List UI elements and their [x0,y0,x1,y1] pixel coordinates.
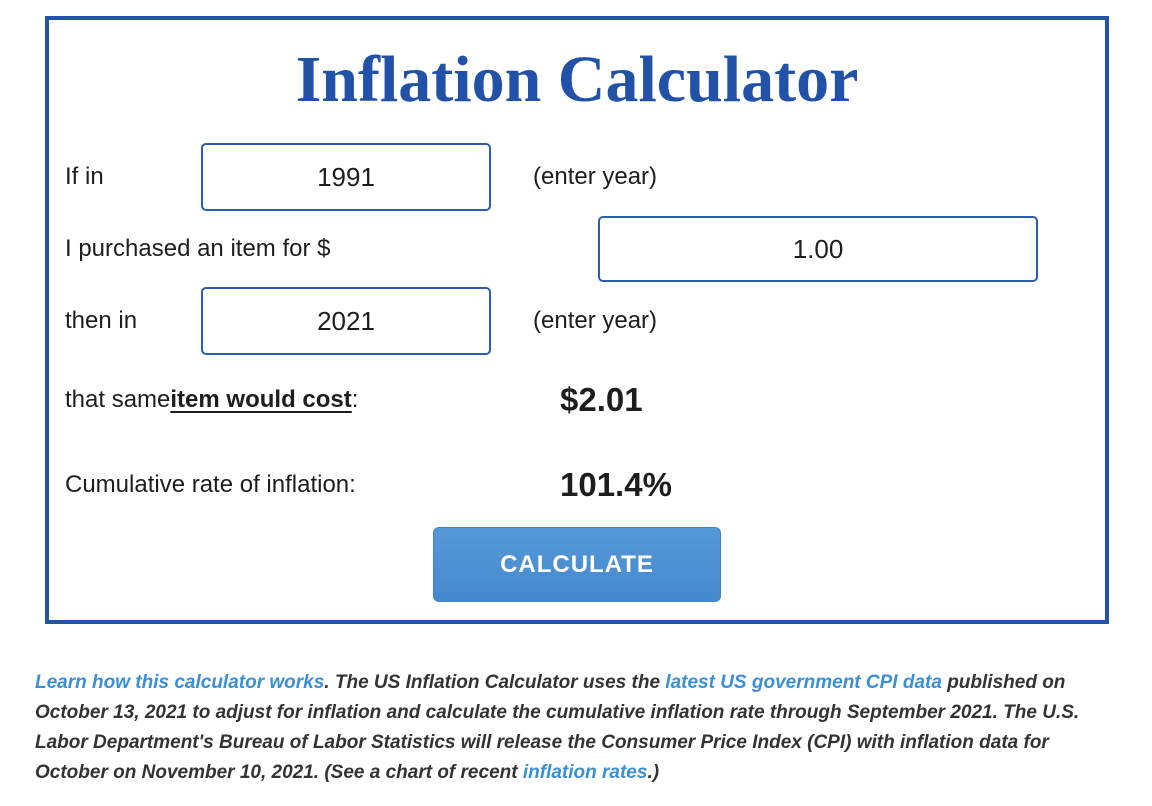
cost-result-label: that same item would cost: [65,375,358,425]
cost-label-suffix: : [351,386,359,413]
rate-result-label: Cumulative rate of inflation: [65,471,356,498]
end-year-input[interactable] [201,287,491,355]
cost-label-emphasis: item would cost [170,386,352,413]
inflation-rates-link[interactable]: inflation rates [522,762,648,783]
footer-text-segment: . The US Inflation Calculator uses the [324,672,666,693]
end-year-label: then in [65,307,138,334]
cost-result-value: $2.01 [560,381,643,418]
footer-text-segment: .) [647,762,660,783]
footer-text-segment: published on October 13, 2021 to adjust … [35,672,1080,783]
start-year-label: If in [65,163,104,190]
end-year-hint: (enter year) [533,307,658,334]
rate-result-value: 101.4% [560,466,672,503]
cost-label-prefix: that same [65,386,171,413]
calculator-panel: Inflation Calculator If in (enter year) … [45,16,1109,624]
amount-input[interactable] [598,216,1038,282]
learn-how-link[interactable]: Learn how this calculator works [35,672,325,693]
cpi-data-link[interactable]: latest US government CPI data [665,672,942,693]
calculate-button[interactable]: CALCULATE [433,527,721,602]
start-year-input[interactable] [201,143,491,211]
page-title: Inflation Calculator [295,43,859,116]
start-year-hint: (enter year) [533,163,658,190]
footer-paragraph: Learn how this calculator works. The US … [35,668,1115,788]
amount-label: I purchased an item for $ [65,235,331,262]
